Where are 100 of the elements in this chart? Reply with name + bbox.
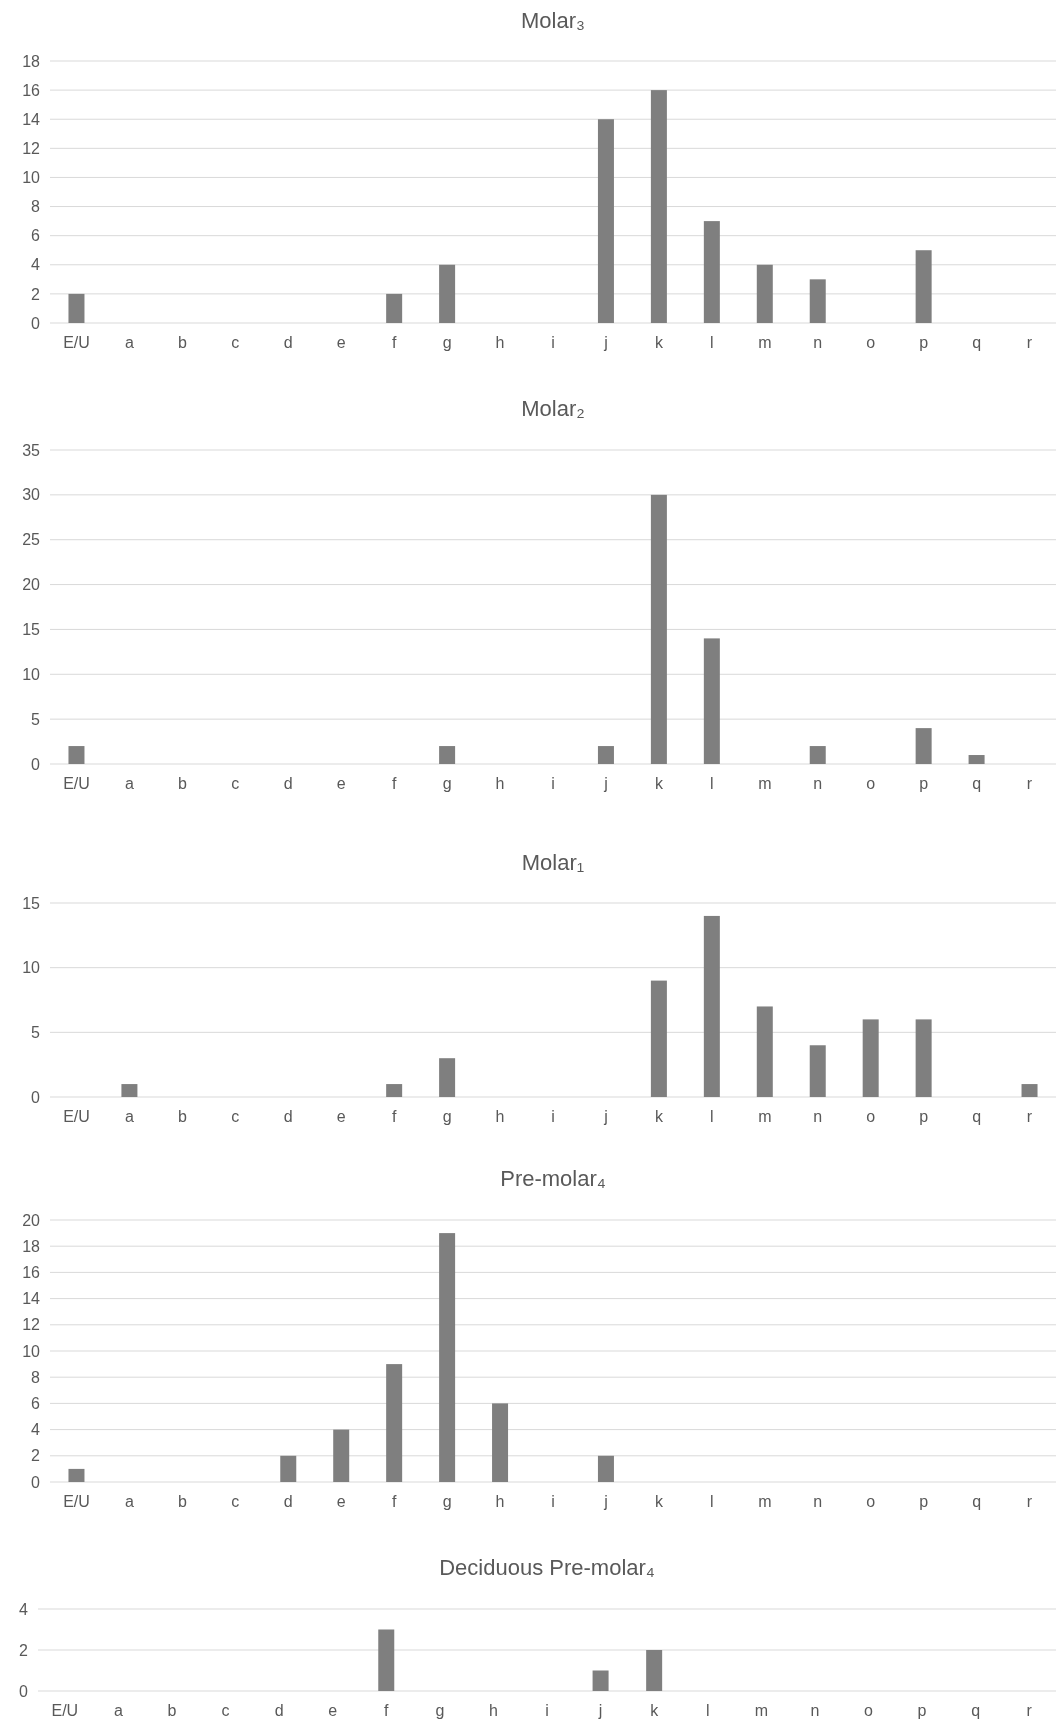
bar	[1021, 1084, 1038, 1097]
x-tick-label: e	[336, 775, 346, 793]
x-tick-label: p	[917, 1702, 927, 1720]
y-tick-label: 10	[22, 665, 41, 683]
x-tick-label: E/U	[63, 1493, 90, 1511]
x-tick-label: q	[971, 1702, 981, 1720]
y-tick-label: 4	[31, 1421, 41, 1439]
x-tick-label: c	[231, 1108, 240, 1126]
x-tick-label: i	[545, 1702, 549, 1720]
x-tick-label: o	[866, 334, 876, 352]
x-tick-label: h	[495, 334, 505, 352]
x-tick-label: k	[654, 1108, 664, 1126]
bar	[68, 293, 85, 323]
x-tick-label: f	[391, 334, 397, 352]
x-tick-label: j	[603, 775, 608, 793]
bar	[756, 264, 773, 323]
y-tick-label: 0	[19, 1682, 29, 1700]
y-tick-label: 5	[31, 710, 41, 728]
x-tick-label: d	[283, 334, 293, 352]
bar	[386, 1364, 403, 1482]
x-tick-label: n	[813, 775, 823, 793]
x-tick-label: h	[495, 1493, 505, 1511]
x-tick-label: l	[710, 334, 714, 352]
bar	[915, 1019, 932, 1097]
bar	[280, 1455, 297, 1482]
bar	[862, 1019, 879, 1097]
bar	[592, 1670, 609, 1691]
x-tick-label: k	[654, 334, 664, 352]
x-tick-label: d	[283, 1493, 293, 1511]
x-tick-label: o	[866, 1493, 876, 1511]
x-tick-label: b	[177, 775, 187, 793]
y-tick-label: 18	[22, 52, 41, 70]
x-tick-label: E/U	[51, 1702, 79, 1720]
bar	[386, 1084, 403, 1097]
x-tick-label: g	[435, 1702, 445, 1720]
bar	[386, 293, 403, 323]
bar	[492, 1403, 509, 1482]
y-tick-label: 12	[22, 1316, 41, 1334]
x-tick-label: a	[113, 1702, 123, 1720]
x-tick-label: c	[231, 775, 240, 793]
bar	[333, 1429, 350, 1482]
y-tick-label: 10	[22, 169, 41, 187]
x-tick-label: b	[177, 1493, 187, 1511]
y-tick-label: 30	[22, 486, 41, 504]
x-tick-label: a	[124, 1493, 134, 1511]
x-tick-label: i	[551, 775, 555, 793]
x-tick-label: a	[124, 775, 134, 793]
y-tick-label: 14	[22, 1290, 41, 1308]
x-tick-label: h	[495, 775, 505, 793]
x-tick-label: a	[124, 1108, 134, 1126]
chart-title: Deciduous Pre-molar₄	[439, 1555, 655, 1580]
x-tick-label: o	[864, 1702, 874, 1720]
y-tick-label: 25	[22, 531, 41, 549]
x-tick-label: g	[442, 334, 452, 352]
bar	[378, 1629, 395, 1691]
x-tick-label: g	[442, 1493, 452, 1511]
y-tick-label: 15	[22, 894, 41, 912]
x-tick-label: m	[758, 334, 772, 352]
x-tick-label: l	[710, 1108, 714, 1126]
y-tick-label: 35	[22, 441, 41, 459]
x-tick-label: j	[597, 1702, 603, 1720]
x-tick-label: h	[488, 1702, 498, 1720]
x-tick-label: i	[551, 1493, 555, 1511]
bar	[809, 1045, 826, 1097]
bar	[439, 1058, 456, 1097]
chart-title: Molar₂	[521, 396, 585, 421]
x-tick-label: k	[654, 1493, 664, 1511]
bar	[809, 746, 826, 764]
x-tick-label: f	[391, 1108, 397, 1126]
x-tick-label: d	[283, 775, 293, 793]
x-tick-label: r	[1026, 775, 1033, 793]
x-tick-label: d	[274, 1702, 284, 1720]
y-tick-label: 16	[22, 1264, 41, 1282]
x-tick-label: e	[336, 1493, 346, 1511]
x-tick-label: m	[754, 1702, 768, 1720]
x-tick-label: b	[167, 1702, 177, 1720]
x-tick-label: e	[328, 1702, 338, 1720]
y-tick-label: 0	[31, 1473, 41, 1491]
x-tick-label: k	[650, 1702, 660, 1720]
x-tick-label: m	[758, 1108, 772, 1126]
bar	[439, 746, 456, 764]
x-tick-label: f	[391, 1493, 397, 1511]
x-tick-label: p	[919, 334, 929, 352]
y-tick-label: 15	[22, 621, 41, 639]
x-tick-label: j	[603, 334, 608, 352]
x-tick-label: j	[603, 1108, 608, 1126]
y-tick-label: 2	[31, 285, 41, 303]
y-tick-label: 16	[22, 81, 41, 99]
x-tick-label: E/U	[63, 1108, 90, 1126]
y-tick-label: 2	[19, 1641, 29, 1659]
bar	[650, 980, 667, 1097]
x-tick-label: n	[813, 334, 823, 352]
x-tick-label: g	[442, 775, 452, 793]
y-tick-label: 18	[22, 1237, 41, 1255]
x-tick-label: e	[336, 334, 346, 352]
y-tick-label: 6	[31, 227, 41, 245]
y-tick-label: 8	[31, 198, 41, 216]
x-tick-label: a	[124, 334, 134, 352]
bar	[597, 1455, 614, 1482]
chart-title: Molar₃	[521, 8, 585, 33]
